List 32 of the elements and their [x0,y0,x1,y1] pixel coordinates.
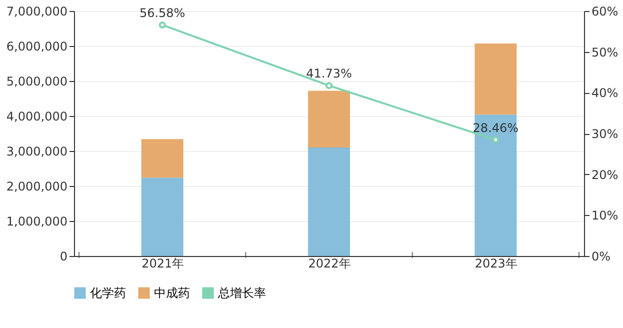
y-tick-label: 0 [60,250,68,264]
point [158,21,166,28]
y2-tick-label: 30% [592,127,618,141]
bar [474,44,517,115]
bar [308,148,350,256]
bar [308,90,350,148]
x-tick-label: 2021年 [142,256,184,270]
bar [474,114,517,256]
legend-label: 总增长率 [217,286,266,300]
legend-label: 中成药 [154,286,190,300]
y2-tick-label: 50% [592,45,618,60]
y-tick-label: 2,000,000 [6,180,68,194]
bar [141,139,184,178]
y-tick-label: 6,000,000 [6,40,68,54]
x-tick-label: 2022年 [308,256,351,270]
y2-tick-label: 60% [592,4,618,18]
point [492,136,500,144]
y2-tick-label: 0% [592,250,611,264]
x-tick-label: 2023年 [474,256,518,270]
point [326,82,332,90]
y-tick-label: 5,000,000 [6,74,68,88]
legend-label: 化学药 [90,286,126,300]
bar [141,178,184,256]
data-label: 56.58% [139,6,186,20]
y-tick-label: 1,000,000 [6,214,68,228]
data-label: 41.73% [306,66,352,81]
y-tick-label: 4,000,000 [6,110,68,124]
y-tick-label: 7,000,000 [6,4,68,18]
y2-tick-label: 40% [592,86,618,100]
y2-tick-label: 20% [592,168,618,182]
y-tick-label: 3,000,000 [6,144,68,158]
y2-tick-label: 10% [592,208,618,223]
